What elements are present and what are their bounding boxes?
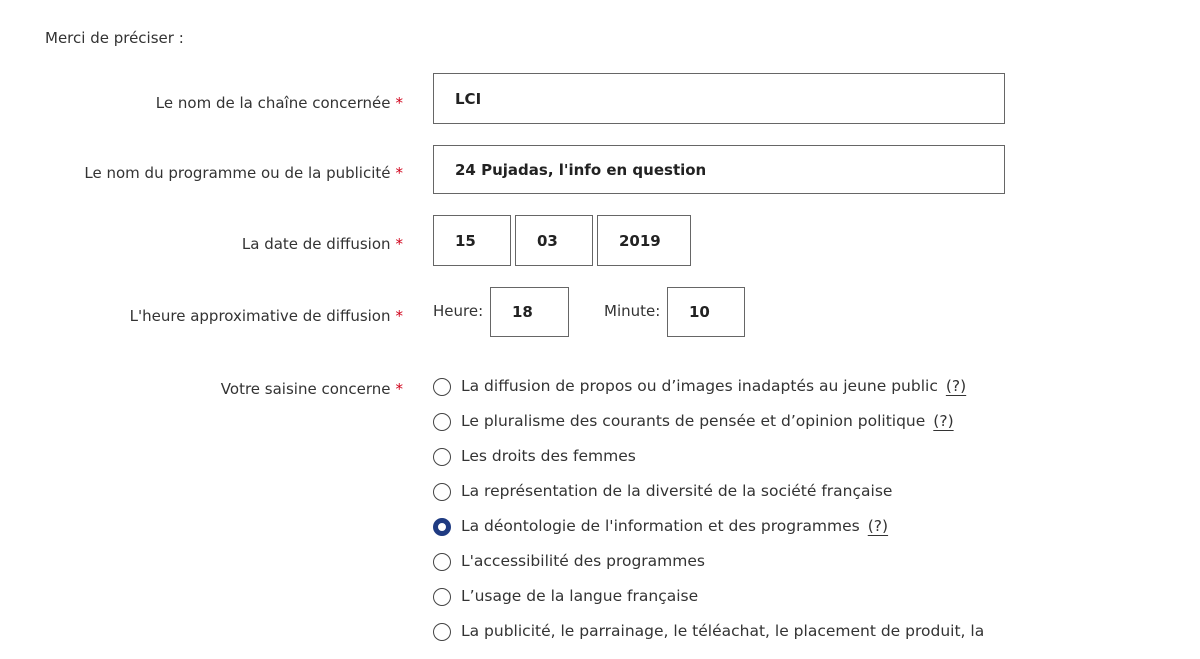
- subject-option-label: La représentation de la diversité de la …: [461, 482, 893, 500]
- radio-unchecked-icon[interactable]: [433, 483, 451, 501]
- radio-unchecked-icon[interactable]: [433, 448, 451, 466]
- radio-checked-icon[interactable]: [433, 518, 451, 536]
- subject-option[interactable]: La publicité, le parrainage, le téléacha…: [433, 622, 984, 657]
- subject-option[interactable]: La représentation de la diversité de la …: [433, 482, 984, 517]
- subject-option[interactable]: La déontologie de l'information et des p…: [433, 517, 984, 552]
- subject-option[interactable]: Le pluralisme des courants de pensée et …: [433, 412, 984, 447]
- program-label: Le nom du programme ou de la publicité *: [84, 164, 403, 182]
- minute-label: Minute:: [604, 302, 661, 320]
- radio-unchecked-icon[interactable]: [433, 378, 451, 396]
- channel-label: Le nom de la chaîne concernée *: [155, 94, 403, 112]
- radio-unchecked-icon[interactable]: [433, 553, 451, 571]
- subject-option-label: L'accessibilité des programmes: [461, 552, 705, 570]
- subject-option[interactable]: Les droits des femmes: [433, 447, 984, 482]
- radio-unchecked-icon[interactable]: [433, 623, 451, 641]
- subject-option[interactable]: La diffusion de propos ou d’images inada…: [433, 377, 984, 412]
- date-label: La date de diffusion *: [241, 235, 403, 253]
- minute-input[interactable]: 10: [667, 287, 745, 337]
- help-link[interactable]: (?): [945, 377, 967, 395]
- subject-option-label: L’usage de la langue française: [461, 587, 699, 605]
- year-input[interactable]: 2019: [597, 215, 691, 266]
- subject-option-label: Les droits des femmes: [461, 447, 636, 465]
- day-input[interactable]: 15: [433, 215, 511, 266]
- intro-text: Merci de préciser :: [45, 29, 184, 47]
- time-label: L'heure approximative de diffusion *: [129, 307, 403, 325]
- month-input[interactable]: 03: [515, 215, 593, 266]
- program-input[interactable]: 24 Pujadas, l'info en question: [433, 145, 1005, 194]
- radio-unchecked-icon[interactable]: [433, 413, 451, 431]
- subject-radio-group: La diffusion de propos ou d’images inada…: [433, 377, 984, 657]
- hour-input[interactable]: 18: [490, 287, 569, 337]
- subject-option-label: Le pluralisme des courants de pensée et …: [461, 412, 926, 430]
- hour-label: Heure:: [433, 302, 484, 320]
- subject-option[interactable]: L’usage de la langue française: [433, 587, 984, 622]
- help-link[interactable]: (?): [933, 412, 954, 430]
- subject-option[interactable]: L'accessibilité des programmes: [433, 552, 984, 587]
- subject-option-label: La publicité, le parrainage, le téléacha…: [461, 622, 985, 640]
- subject-option-label: La diffusion de propos ou d’images inada…: [461, 377, 938, 395]
- help-link[interactable]: (?): [867, 517, 889, 535]
- subject-option-label: La déontologie de l'information et des p…: [461, 517, 860, 535]
- radio-unchecked-icon[interactable]: [433, 588, 451, 606]
- channel-input[interactable]: LCI: [433, 73, 1005, 124]
- subject-label: Votre saisine concerne *: [220, 380, 403, 398]
